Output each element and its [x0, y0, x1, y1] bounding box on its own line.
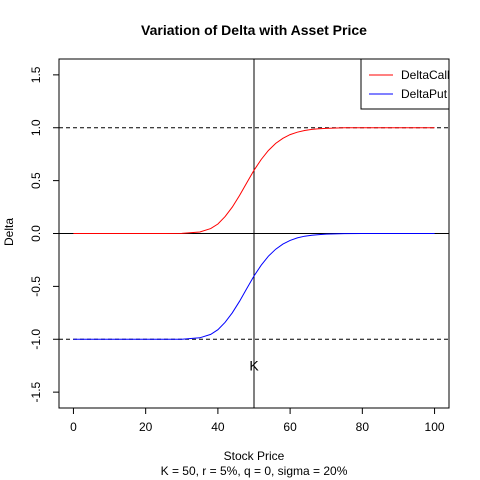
- x-tick-label: 20: [139, 420, 153, 434]
- y-tick-label: 0.5: [29, 172, 43, 189]
- y-axis-label: Delta: [2, 218, 16, 246]
- chart-subtitle: K = 50, r = 5%, q = 0, sigma = 20%: [161, 464, 348, 478]
- legend-label-deltaput: DeltaPut: [401, 87, 448, 101]
- series-line-deltacall: [73, 127, 435, 234]
- series-line-deltaput: [73, 233, 435, 340]
- y-tick-label: 0.0: [29, 225, 43, 242]
- x-tick-label: 40: [211, 420, 225, 434]
- x-tick-label: 60: [283, 420, 297, 434]
- y-tick-label: 1.5: [29, 66, 43, 83]
- strike-label: K: [249, 358, 259, 374]
- y-tick-label: -0.5: [29, 276, 43, 297]
- x-axis-label: Stock Price: [224, 449, 285, 463]
- plot-area: K 0 20 40 60 80 100 -1.5 -1.0 -0.5 0.0 0.5 1.0 1.5 Del…: [29, 58, 450, 434]
- x-tick-label: 0: [70, 420, 77, 434]
- legend-label-deltacall: DeltaCall: [401, 68, 450, 82]
- y-tick-label: -1.5: [29, 381, 43, 402]
- chart-title: Variation of Delta with Asset Price: [141, 22, 367, 38]
- y-tick-label: 1.0: [29, 119, 43, 136]
- x-tick-label: 100: [425, 420, 445, 434]
- legend-box: [360, 58, 450, 110]
- y-tick-label: -1.0: [29, 329, 43, 350]
- x-tick-label: 80: [356, 420, 370, 434]
